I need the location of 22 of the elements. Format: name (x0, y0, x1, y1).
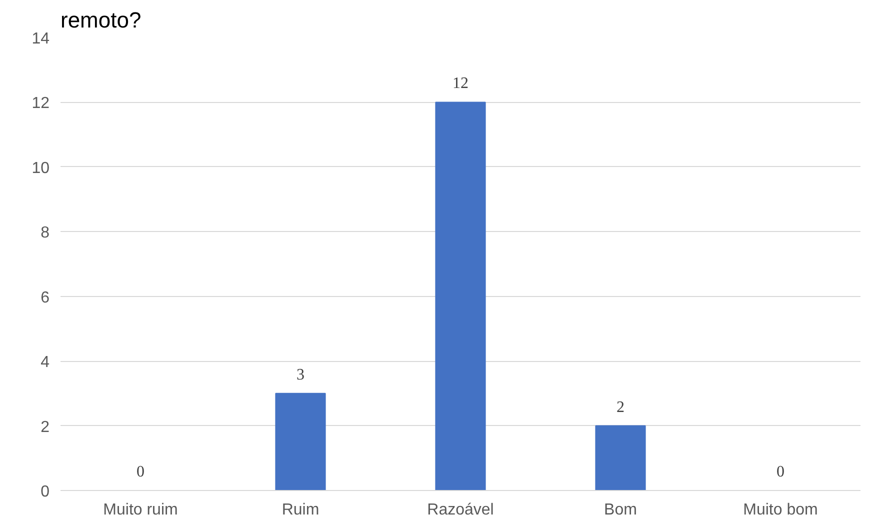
data-label: 0 (136, 464, 144, 480)
y-tick-label: 8 (40, 224, 50, 242)
x-tick-label: Razoável (427, 502, 494, 518)
y-tick-label: 2 (40, 418, 50, 436)
bar (435, 102, 486, 490)
data-label: 0 (776, 464, 784, 480)
x-tick-label: Ruim (282, 502, 320, 518)
data-label: 3 (296, 366, 304, 384)
y-tick-label: 14 (32, 30, 50, 48)
y-tick-label: 12 (32, 95, 50, 112)
y-tick-label: 6 (40, 289, 50, 306)
data-label: 12 (452, 75, 468, 92)
chart-title: remoto? (60, 8, 142, 32)
bar (595, 425, 646, 490)
x-tick-label: Muito ruim (103, 502, 178, 518)
x-tick-label: Muito bom (743, 502, 818, 518)
bar (275, 392, 326, 490)
data-label: 2 (616, 398, 624, 416)
x-tick-label: Bom (604, 502, 637, 518)
y-tick-label: 0 (40, 484, 50, 500)
y-tick-label: 4 (40, 354, 50, 372)
y-tick-label: 10 (32, 160, 50, 177)
